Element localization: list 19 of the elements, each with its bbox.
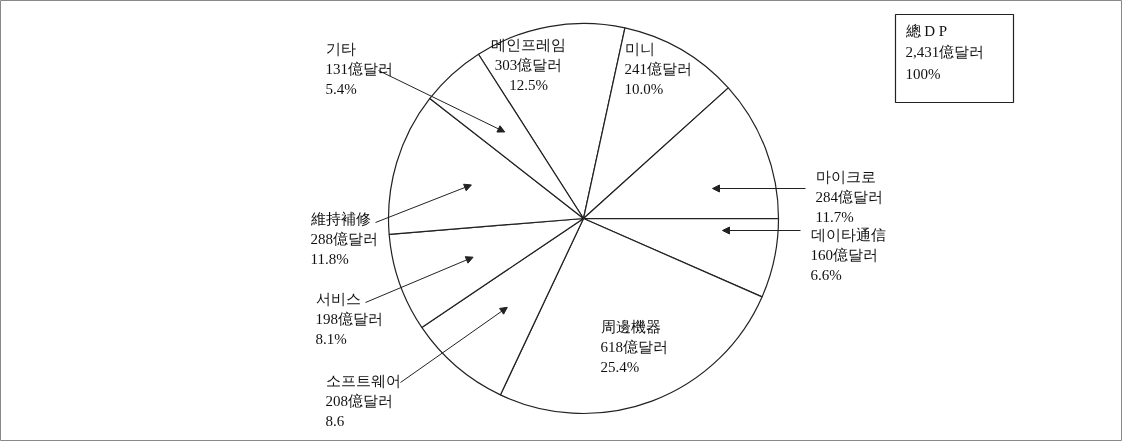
slice-label: 소프트웨어	[325, 372, 401, 389]
data-label: 198億달러 8.1%	[315, 310, 383, 347]
slice-label: 데이타通信	[810, 226, 886, 243]
slice-label: 메인프레임	[491, 36, 566, 53]
slice-label: 서비스	[315, 290, 361, 307]
data-label: 131億달러 5.4%	[325, 60, 393, 97]
text: 總 D P 2,431億달러 100%	[904, 22, 985, 82]
slice-label: 기타	[325, 40, 356, 57]
data-label: 618億달러 25.4%	[600, 338, 668, 375]
data-label: 160億달러 6.6%	[810, 246, 878, 283]
slice-label: 마이크로	[815, 168, 876, 185]
slice-label: 周邊機器	[600, 318, 661, 335]
slice-label: 미니	[624, 40, 655, 57]
data-label: 303億달러 12.5%	[494, 56, 563, 93]
data-label: 208億달러 8.6	[325, 392, 393, 429]
data-label: 284億달러 11.7%	[815, 188, 883, 225]
data-label: 288億달러 11.8%	[310, 230, 378, 267]
data-label: 241億달러 10.0%	[624, 60, 692, 97]
slice-label: 維持補修	[309, 210, 371, 227]
